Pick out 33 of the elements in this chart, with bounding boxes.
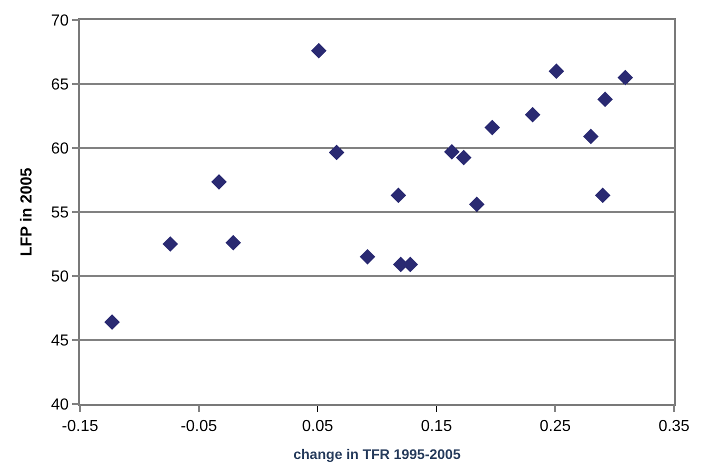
point (617, 70, 634, 86)
y-tick-label: 60 (51, 140, 69, 158)
point (468, 196, 485, 212)
point (484, 120, 500, 136)
y-tick-label: 45 (51, 332, 69, 350)
x-tick-label: -0.05 (180, 418, 218, 436)
x-tick-label: 0.05 (302, 418, 334, 436)
x-axis-title: change in TFR 1995-2005 (293, 446, 461, 462)
point (390, 188, 406, 204)
point (211, 174, 227, 190)
y-tick-label: 50 (51, 268, 69, 286)
point (444, 144, 460, 160)
point (360, 249, 376, 265)
x-tick-label: 0.25 (540, 418, 571, 436)
point (225, 234, 242, 251)
point (310, 42, 327, 59)
x-tick-label: -0.15 (62, 418, 98, 436)
point (594, 188, 611, 204)
point (524, 106, 540, 123)
point (597, 92, 613, 108)
y-tick-label: 65 (51, 76, 69, 94)
y-tick-label: 70 (51, 12, 69, 30)
point (328, 144, 344, 160)
point (162, 236, 178, 252)
point (583, 128, 599, 144)
y-tick-label: 55 (51, 204, 69, 222)
x-tick-label: 0.15 (420, 418, 452, 436)
y-axis-title: LFP in 2005 (18, 168, 36, 256)
x-tick-label: 0.35 (658, 418, 690, 436)
point (104, 314, 120, 330)
point (456, 150, 472, 166)
point (548, 63, 564, 79)
y-tick-label: 40 (51, 396, 69, 414)
